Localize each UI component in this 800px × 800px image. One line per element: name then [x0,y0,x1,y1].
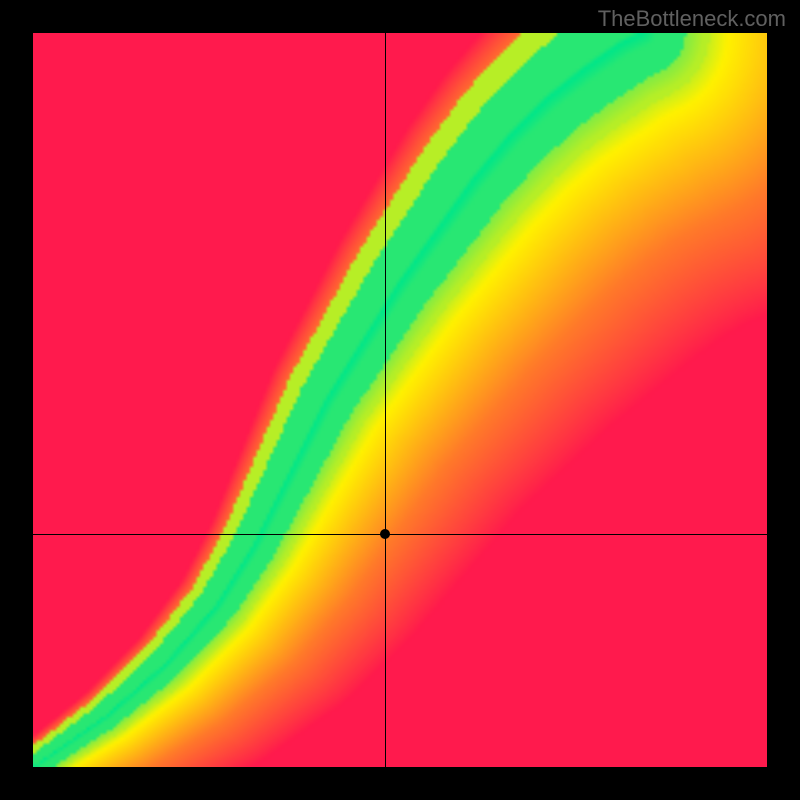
crosshair-vertical [385,33,386,767]
crosshair-horizontal [33,534,767,535]
watermark-text: TheBottleneck.com [598,6,786,32]
crosshair-marker [380,529,390,539]
chart-container: TheBottleneck.com [0,0,800,800]
bottleneck-heatmap [33,33,767,767]
